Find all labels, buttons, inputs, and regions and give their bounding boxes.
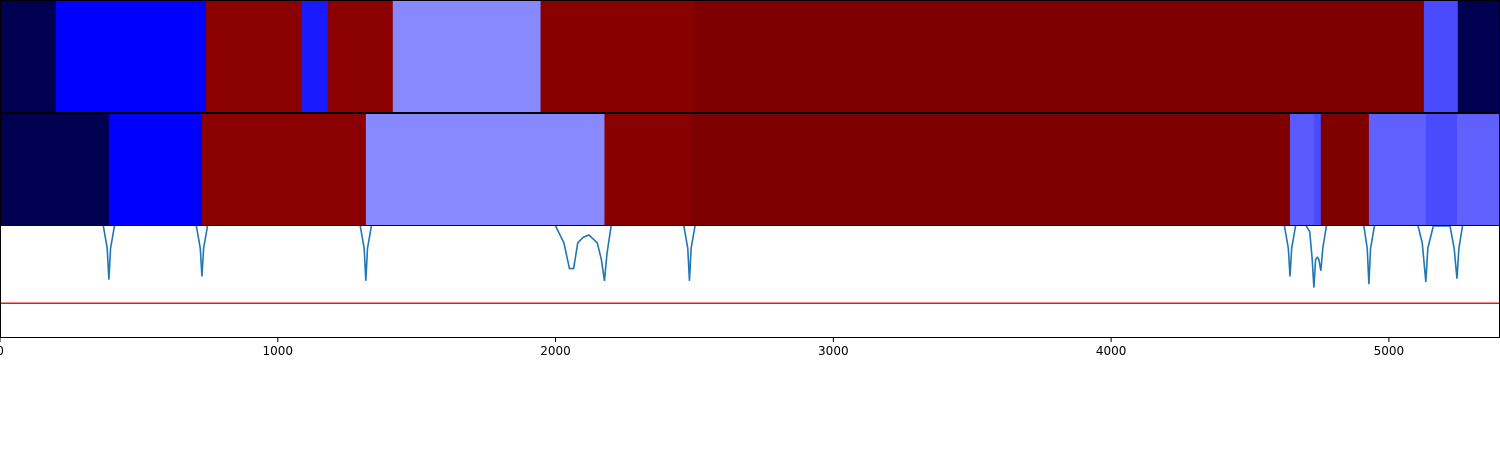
segment [1313,114,1322,225]
signal-panel [102,226,1464,288]
segment [392,1,542,112]
segment [1456,114,1500,225]
segment [540,1,695,112]
x-tick-label: 3000 [818,344,849,358]
segment [694,1,1425,112]
segment [1320,114,1370,225]
segment [327,1,394,112]
segment [201,114,367,225]
segment [1457,1,1500,112]
segment [689,114,1291,225]
x-tick-label: 0 [0,344,4,358]
segment [1290,114,1315,225]
segment [1423,1,1459,112]
x-tick-label: 1000 [263,344,294,358]
segment [0,114,110,225]
segment [55,1,207,112]
signal-frame [0,225,1500,338]
segment [205,1,303,112]
segment [1425,114,1458,225]
signal-line [102,226,1464,288]
segment [108,114,203,225]
segment [604,114,690,225]
segment [301,1,329,112]
x-tick-label: 2000 [540,344,571,358]
x-tick-label: 5000 [1374,344,1405,358]
segment [1368,114,1427,225]
x-tick-label: 4000 [1096,344,1127,358]
segment [365,114,605,225]
segment [0,1,57,112]
